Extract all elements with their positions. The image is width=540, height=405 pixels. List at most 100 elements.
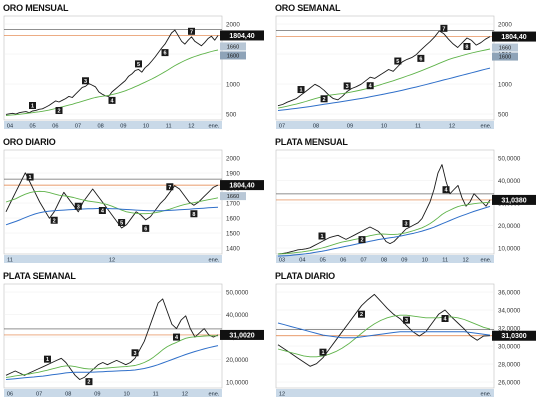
y-tick-label: 10,0000 xyxy=(226,380,249,387)
series-line-ma_blue xyxy=(5,345,219,380)
marker-label: 2 xyxy=(360,312,363,318)
marker-box xyxy=(74,202,82,210)
x-tick-label: 08 xyxy=(381,258,387,264)
marker-label: 3 xyxy=(346,84,349,90)
x-tick-label: ene. xyxy=(209,124,220,130)
x-tick-label: 09 xyxy=(401,258,407,264)
price-callout: 31,0300 xyxy=(492,330,536,341)
marker-label: 8 xyxy=(192,212,195,218)
price-callout: 31,0380 xyxy=(492,194,536,205)
marker-label: 7 xyxy=(190,29,193,35)
chart-title: PLATA SEMANAL xyxy=(0,270,79,282)
series-line-price xyxy=(5,172,219,229)
marker-box xyxy=(135,60,142,68)
series-line-ma_green xyxy=(5,49,219,116)
x-tick-label: 10 xyxy=(143,124,149,130)
price-callout-label: 31,0020 xyxy=(229,332,254,339)
marker: 5 xyxy=(135,60,142,68)
time-axis-band xyxy=(276,121,494,129)
marker-box xyxy=(394,57,402,65)
y-tick-label: 2000 xyxy=(226,156,240,163)
marker-label: 5 xyxy=(120,221,123,227)
time-axis-band xyxy=(276,389,494,397)
chart-svg: 200015001000500040506070809101112ene.123… xyxy=(3,15,264,130)
x-tick-label: 12 xyxy=(279,392,285,398)
chart-svg: 20001900180017001600150014001112ene.1234… xyxy=(3,149,264,264)
x-tick-label: 10 xyxy=(422,258,428,264)
series-line-ma_green xyxy=(5,190,219,215)
chart-title: ORO DIARIO xyxy=(0,136,59,148)
marker-label: 4 xyxy=(443,317,447,323)
y-tick-label: 2000 xyxy=(498,22,512,29)
marker: 1 xyxy=(318,232,326,240)
marker-box xyxy=(55,107,63,115)
x-tick-label: 08 xyxy=(98,124,104,130)
price-callout: 1804,40 xyxy=(492,31,536,42)
x-tick-label: 09 xyxy=(94,392,100,398)
marker: 5 xyxy=(394,57,402,65)
x-tick-label: 06 xyxy=(52,124,58,130)
x-tick-label: 12 xyxy=(462,258,468,264)
x-tick-label: 10 xyxy=(381,124,387,130)
marker: 1 xyxy=(26,173,34,181)
marker: 2 xyxy=(85,378,93,386)
plot-frame xyxy=(275,149,495,255)
marker-label: 3 xyxy=(404,222,407,228)
sub-label-text: 1660 xyxy=(227,194,239,200)
series-line-price xyxy=(5,29,219,115)
y-tick-label: 40,0000 xyxy=(226,312,249,319)
sub-label-box xyxy=(220,51,246,60)
x-tick-label: 09 xyxy=(347,124,353,130)
x-tick-label: 04 xyxy=(299,258,305,264)
marker: 4 xyxy=(108,96,116,104)
marker: 7 xyxy=(440,24,448,32)
x-tick-label: ene. xyxy=(481,258,492,264)
marker: 3 xyxy=(402,316,410,324)
chart-title: ORO MENSUAL xyxy=(0,2,72,14)
marker: 3 xyxy=(131,349,139,357)
marker-label: 6 xyxy=(419,56,422,62)
y-tick-label: 32,0000 xyxy=(498,326,521,333)
marker-label: 5 xyxy=(137,62,140,68)
marker: 1 xyxy=(297,86,305,94)
marker-box xyxy=(417,54,425,62)
marker-box xyxy=(463,42,471,50)
price-callout-box xyxy=(492,194,536,205)
marker: 4 xyxy=(98,207,106,215)
series-line-ma_green xyxy=(277,314,491,358)
sub-label-box xyxy=(492,43,518,52)
x-tick-label: ene. xyxy=(209,258,220,264)
y-tick-label: 500 xyxy=(498,112,509,119)
price-callout-box xyxy=(492,31,536,42)
x-tick-label: 12 xyxy=(449,124,455,130)
chart-panel-oro-diario: ORO DIARIO 20001900180017001600150014001… xyxy=(0,136,268,269)
marker: 1 xyxy=(29,102,36,110)
y-tick-label: 1500 xyxy=(226,231,240,238)
price-callout: 1804,40 xyxy=(220,180,264,191)
marker-box xyxy=(442,186,450,194)
marker-label: 1 xyxy=(300,88,303,94)
series-line-price xyxy=(277,30,491,107)
series-line-price xyxy=(5,298,219,380)
x-tick-label: 04 xyxy=(7,124,13,130)
y-tick-label: 2000 xyxy=(226,22,240,29)
marker-box xyxy=(131,349,139,357)
marker-box xyxy=(358,310,366,318)
chart-title: ORO SEMANAL xyxy=(272,2,344,14)
y-tick-label: 34,0000 xyxy=(498,308,521,315)
marker: 6 xyxy=(161,49,169,57)
marker: 4 xyxy=(366,82,374,90)
x-tick-label: ene. xyxy=(209,392,220,398)
x-tick-label: 12 xyxy=(109,258,115,264)
x-tick-label: 06 xyxy=(7,392,13,398)
series-line-ma_blue xyxy=(277,322,491,339)
marker-box xyxy=(297,86,305,94)
marker: 8 xyxy=(190,210,198,218)
marker-label: 3 xyxy=(77,204,80,210)
marker-label: 2 xyxy=(57,109,60,115)
marker-box xyxy=(173,333,181,341)
chart-panel-oro-mensual: ORO MENSUAL 2000150010005000405060708091… xyxy=(0,2,268,135)
x-tick-label: 07 xyxy=(75,124,81,130)
series-line-price xyxy=(277,293,491,367)
chart-title: PLATA DIARIO xyxy=(272,270,338,282)
